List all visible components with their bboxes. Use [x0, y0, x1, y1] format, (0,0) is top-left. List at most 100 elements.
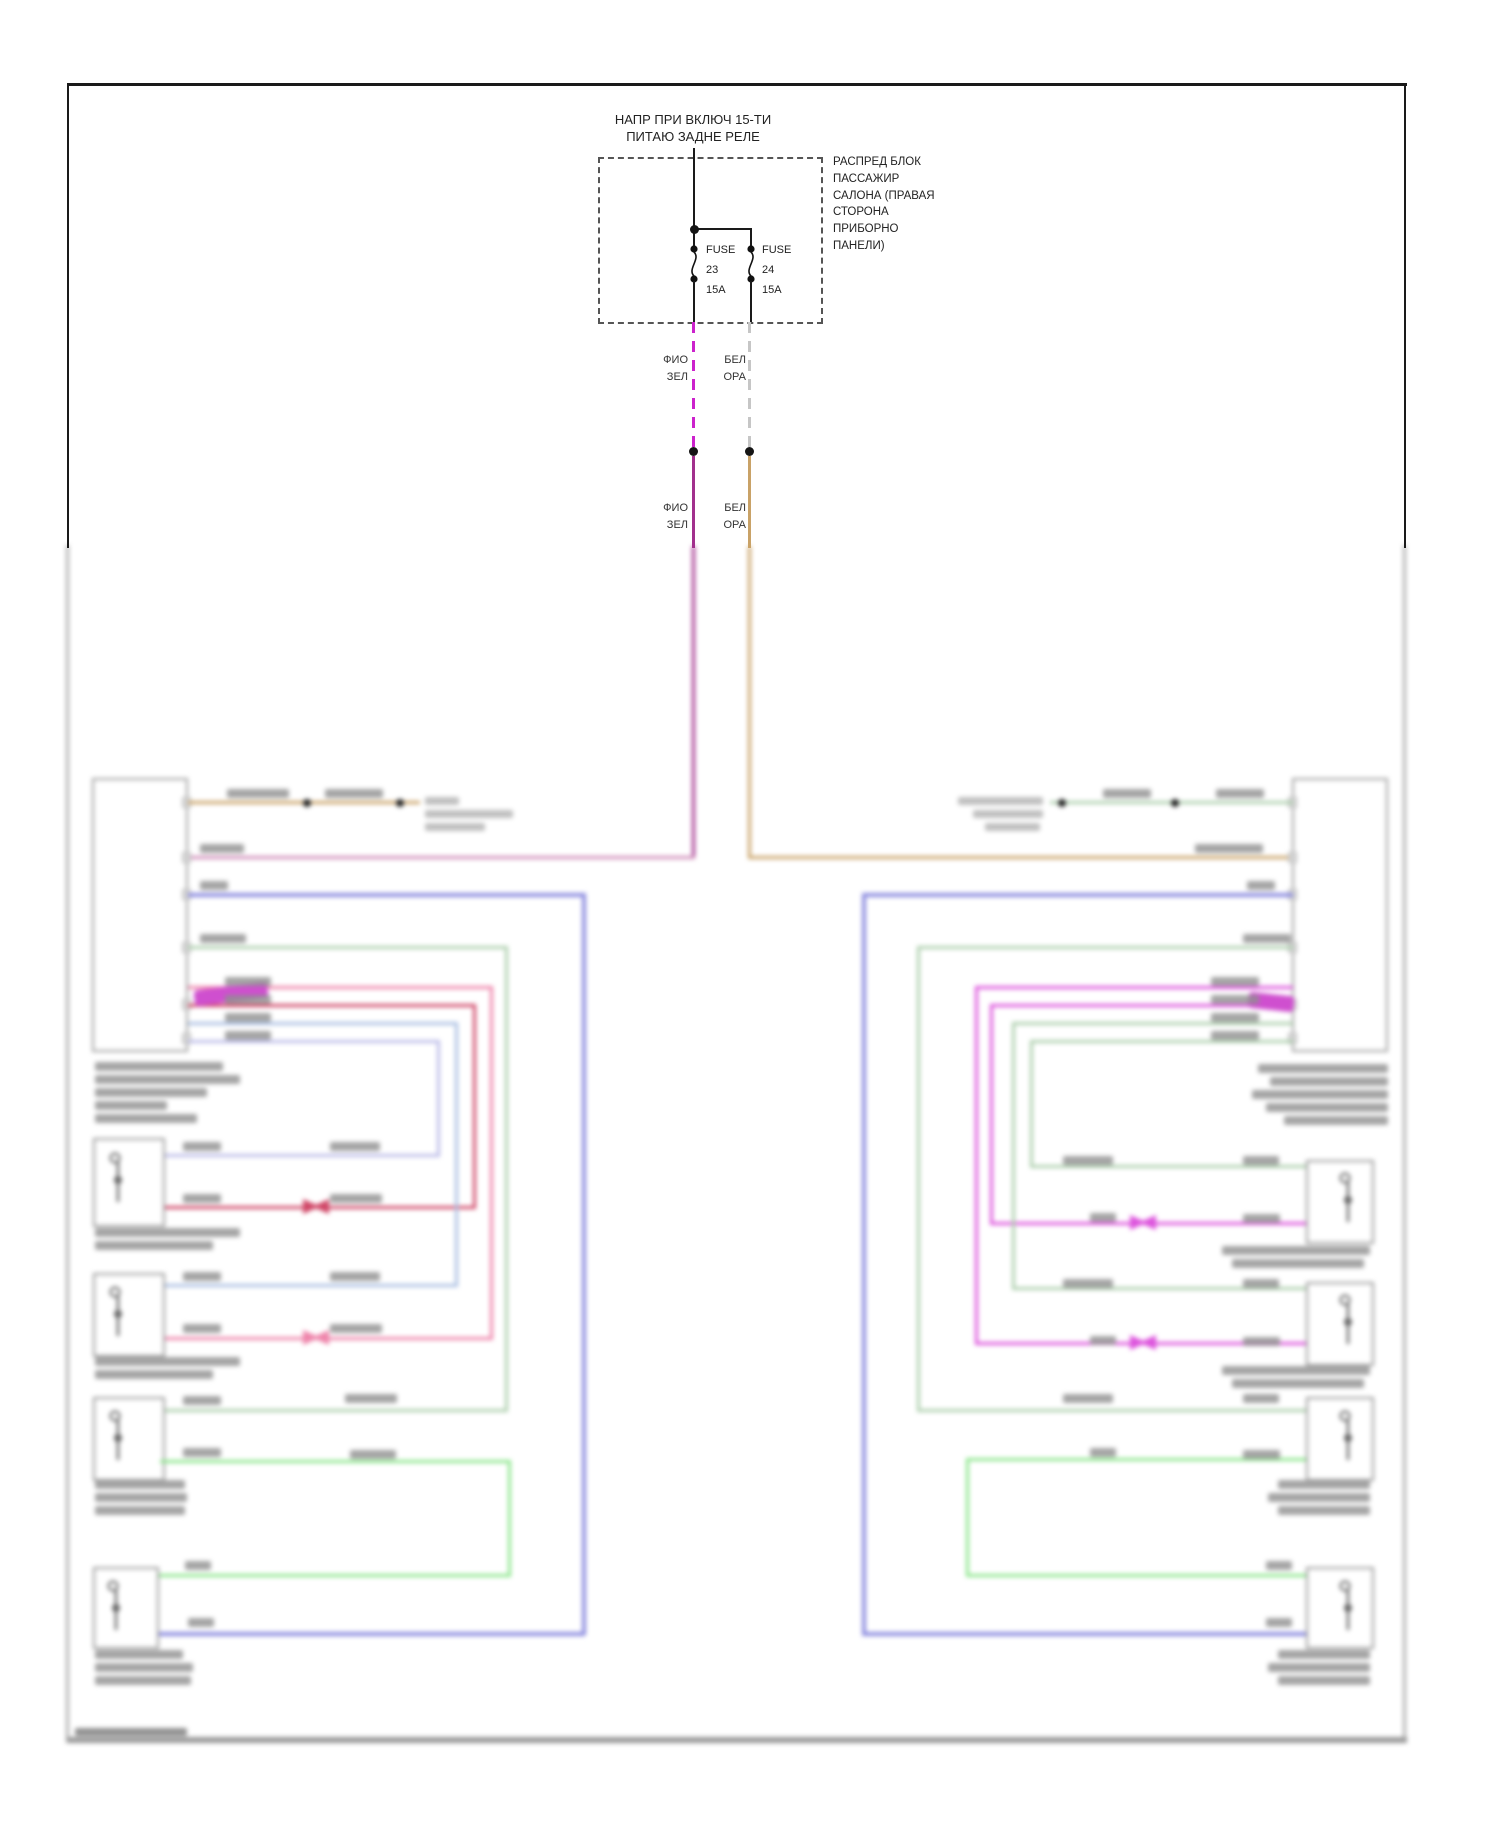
blurred-label — [1090, 1448, 1116, 1457]
wire-segment — [188, 1040, 440, 1043]
wire-color-1: БЕЛ — [724, 354, 746, 366]
blurred-label — [1268, 1663, 1370, 1672]
blurred-label — [227, 789, 289, 798]
blurred-label — [95, 1663, 193, 1672]
component-box — [93, 1138, 165, 1227]
splice-symbol — [1130, 1215, 1156, 1230]
wire-segment — [188, 986, 493, 989]
blurred-label — [1063, 1394, 1113, 1403]
wire-segment — [150, 1632, 585, 1636]
blurred-label — [425, 823, 485, 831]
right-module-box — [1292, 778, 1388, 1052]
blurred-label — [183, 1272, 221, 1281]
wire-segment — [582, 893, 586, 1635]
blurred-label — [1211, 1031, 1259, 1040]
wire-white-orange-dashed — [748, 322, 751, 450]
caption-line: ПАНЕЛИ) — [833, 239, 885, 252]
wire-segment — [975, 986, 978, 1345]
wire-segment — [188, 1022, 458, 1025]
wire-segment — [990, 1004, 993, 1225]
blurred-label — [188, 1618, 214, 1627]
wire-segment — [1030, 1165, 1310, 1168]
blurred-label — [183, 1194, 221, 1203]
fuse-24-label: FUSE 24 15A — [762, 240, 791, 300]
blurred-label — [95, 1114, 197, 1123]
wire-segment — [188, 1004, 476, 1007]
wire-segment — [455, 1022, 458, 1287]
branch-wire — [693, 228, 752, 230]
blurred-label — [425, 797, 459, 805]
footer-blurred-text — [75, 1728, 187, 1736]
wire-segment — [150, 1574, 511, 1577]
blurred-label — [95, 1241, 213, 1250]
fuse-23-label: FUSE 23 15A — [706, 240, 735, 300]
blurred-label — [200, 844, 244, 853]
caption-line: РАСПРЕД БЛОК — [833, 156, 921, 168]
blurred-label — [330, 1142, 380, 1151]
blurred-label — [345, 1394, 397, 1403]
blurred-label — [200, 934, 246, 943]
component-box — [1306, 1160, 1374, 1244]
blurred-label — [350, 1450, 396, 1459]
blurred-label — [95, 1228, 240, 1237]
blurred-label — [1090, 1213, 1116, 1222]
blurred-label — [95, 1357, 240, 1366]
blurred-label — [95, 1480, 185, 1489]
blurred-label — [330, 1324, 382, 1333]
wire-segment — [188, 946, 508, 949]
connector-pin — [182, 852, 191, 863]
wire-segment — [437, 1040, 440, 1157]
blurred-label — [225, 977, 271, 986]
fuse-number: 24 — [762, 264, 775, 276]
fuse-rating: 15A — [706, 284, 726, 296]
page-border-top — [67, 83, 1407, 86]
blurred-label — [1278, 1676, 1370, 1685]
switch-symbol — [109, 1152, 122, 1202]
splice-symbol — [1130, 1335, 1156, 1350]
blurred-label — [1243, 1450, 1280, 1459]
switch-symbol — [109, 1286, 122, 1336]
blurred-label — [1211, 1013, 1259, 1022]
page-border-bottom — [67, 1737, 1407, 1743]
fuse-24-symbol — [747, 245, 755, 283]
wire-segment — [188, 893, 585, 897]
page-border-left — [67, 83, 69, 548]
blurred-label — [1211, 977, 1259, 986]
wire-label-white-orange-lower: БЕЛ ОРА — [700, 500, 747, 534]
switch-symbol — [1339, 1172, 1352, 1222]
splice-symbol — [303, 1199, 329, 1214]
wire-white-orange-horizontal — [750, 856, 1293, 859]
blurred-label — [95, 1370, 213, 1379]
fuse-name: FUSE — [762, 244, 792, 256]
wire-segment — [505, 946, 508, 1412]
wire-segment — [917, 946, 920, 1412]
blurred-label — [1247, 881, 1275, 890]
blurred-label — [95, 1062, 223, 1071]
blurred-label — [185, 1561, 211, 1570]
blurred-label — [1243, 1279, 1279, 1288]
switch-symbol — [109, 1410, 122, 1460]
wire-segment — [160, 1460, 511, 1463]
wire-segment — [975, 986, 1293, 989]
switch-symbol — [1339, 1410, 1352, 1460]
blurred-label — [1252, 1090, 1388, 1099]
blurred-label — [95, 1493, 187, 1502]
blurred-label — [1258, 1064, 1388, 1073]
wire-segment — [1030, 1040, 1293, 1043]
wire-segment — [966, 1458, 1306, 1461]
blurred-label — [225, 1031, 271, 1040]
wire-segment — [160, 1154, 440, 1157]
splice-dot — [303, 799, 311, 807]
caption-line: СТОРОНА — [833, 206, 889, 219]
blurred-label — [330, 1272, 380, 1281]
distribution-block-outline — [598, 157, 823, 324]
blurred-label — [425, 810, 513, 818]
wire-segment — [1012, 1287, 1310, 1290]
wire-white-orange-vertical — [748, 546, 751, 859]
component-box — [1306, 1567, 1374, 1649]
fuse-rating: 15A — [762, 284, 782, 296]
wire-segment — [160, 1409, 508, 1412]
blurred-label — [95, 1650, 183, 1659]
component-box — [93, 1567, 159, 1649]
wire-segment — [490, 986, 493, 1340]
